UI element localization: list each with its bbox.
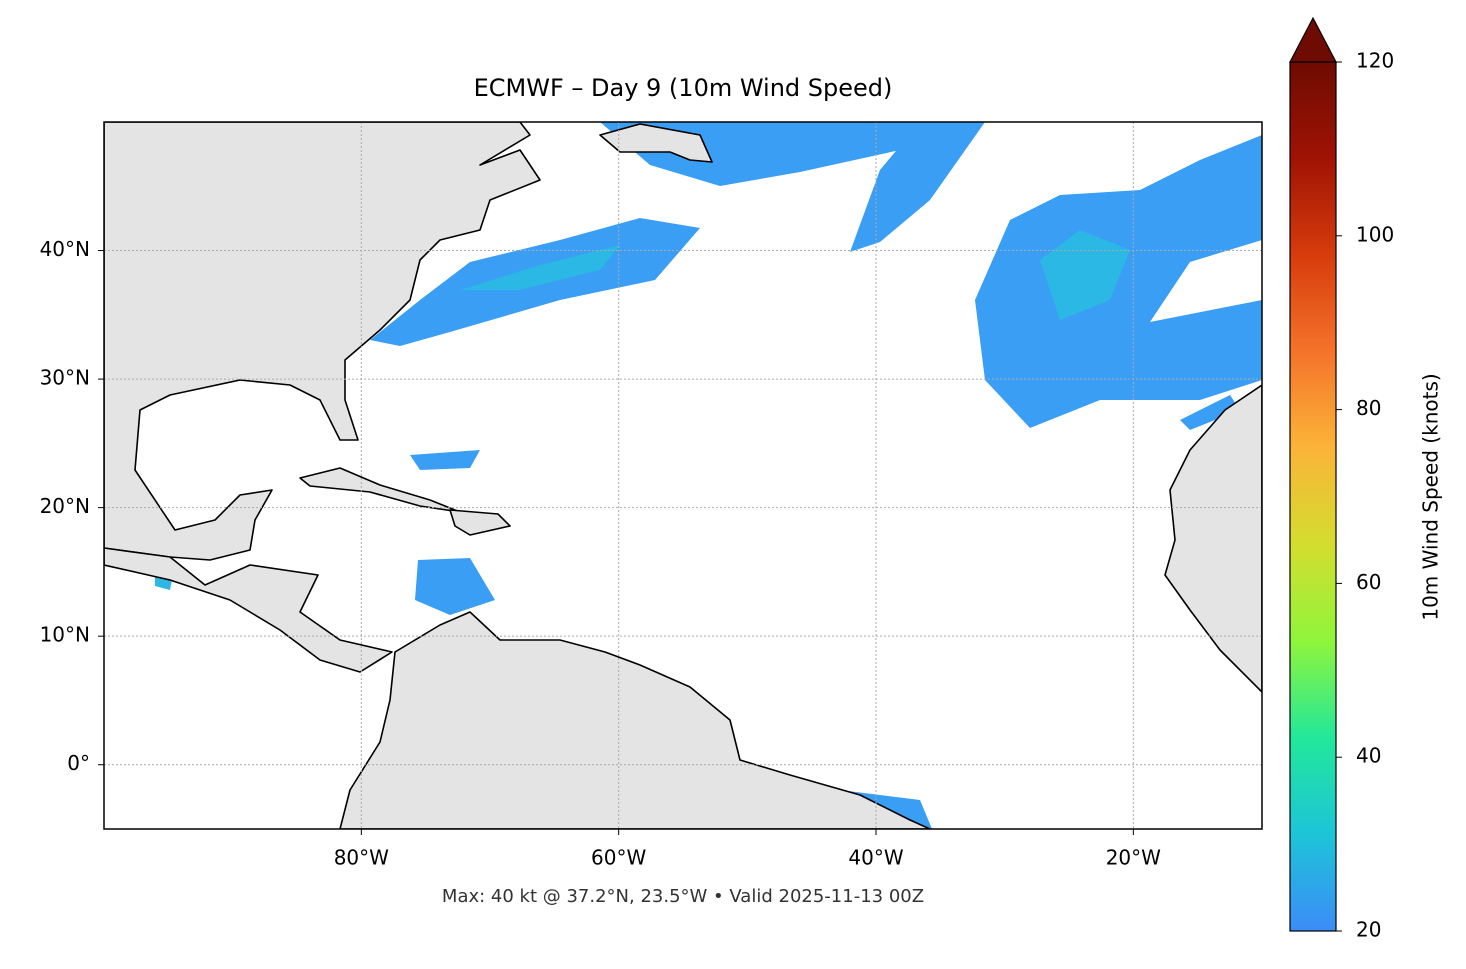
y-tick-label: 20°N bbox=[40, 494, 90, 518]
x-tick-label: 40°W bbox=[848, 846, 903, 870]
colorbar-tick-label: 40 bbox=[1356, 744, 1381, 768]
colorbar-tick-label: 60 bbox=[1356, 570, 1381, 594]
colorbar-label: 10m Wind Speed (knots) bbox=[1419, 373, 1443, 620]
y-tick-label: 30°N bbox=[40, 366, 90, 390]
x-tick-label: 20°W bbox=[1106, 846, 1161, 870]
map bbox=[104, 122, 1262, 829]
y-tick-label: 10°N bbox=[40, 623, 90, 647]
colorbar-tick-label: 100 bbox=[1356, 222, 1394, 246]
colorbar-tick-label: 20 bbox=[1356, 918, 1381, 942]
x-tick-label: 60°W bbox=[591, 846, 646, 870]
colorbar-tick-label: 120 bbox=[1356, 49, 1394, 73]
plot-frame bbox=[103, 121, 1263, 830]
x-tick-label: 80°W bbox=[334, 846, 389, 870]
colorbar-extend bbox=[1289, 16, 1337, 63]
y-tick-label: 40°N bbox=[40, 237, 90, 261]
overlay bbox=[104, 122, 1262, 829]
colorbar-tick-label: 80 bbox=[1356, 396, 1381, 420]
chart-title: ECMWF – Day 9 (10m Wind Speed) bbox=[474, 74, 893, 102]
land bbox=[104, 122, 1262, 829]
footnote: Max: 40 kt @ 37.2°N, 23.5°W • Valid 2025… bbox=[442, 886, 924, 907]
y-tick-label: 0° bbox=[67, 751, 90, 775]
colorbar bbox=[1289, 61, 1337, 932]
